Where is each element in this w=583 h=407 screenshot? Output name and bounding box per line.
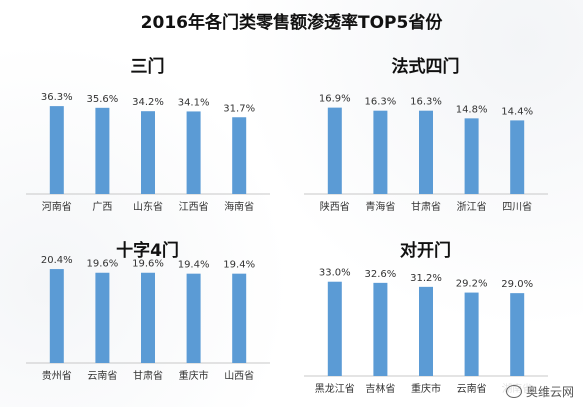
data-label: 16.3% xyxy=(365,97,397,108)
category-label: 四川省 xyxy=(502,200,532,213)
data-label: 14.4% xyxy=(501,106,533,117)
category-label: 甘肃省 xyxy=(133,369,163,382)
chart-title: 对开门 xyxy=(400,241,451,261)
category-label: 黑龙江省 xyxy=(315,382,355,395)
category-label: 贵州省 xyxy=(42,369,72,382)
data-label: 19.4% xyxy=(178,260,210,271)
bar xyxy=(373,282,388,376)
bar xyxy=(186,111,201,194)
category-label: 海南省 xyxy=(224,200,254,213)
bar xyxy=(510,120,525,194)
bar-chart: 36.3% 河南省 35.6% 广西 34.2% 山东省 34.1% 江西省 31.7% 海南省 xyxy=(26,92,270,213)
category-label: 吉林省 xyxy=(365,382,395,395)
bar-chart: 20.4% 贵州省 19.6% 云南省 19.6% 甘肃省 19.4% 重庆市 19.4% 山西省 xyxy=(26,255,270,382)
category-label: 山西省 xyxy=(224,369,254,382)
category-label: 青海省 xyxy=(365,200,395,213)
category-label: 浙江省 xyxy=(457,200,487,213)
bar xyxy=(464,118,479,194)
data-label: 16.9% xyxy=(319,94,351,105)
bar xyxy=(49,269,64,363)
watermark-text: 奥维云网 xyxy=(525,385,574,399)
data-label: 29.0% xyxy=(501,279,533,290)
category-label: 广西 xyxy=(92,201,112,213)
chart-panel-three-door: 三门 36.3% 河南省 35.6% 广西 34.2% 山东省 34.1% 江西省 31.7% 海… xyxy=(10,52,285,222)
bar xyxy=(232,117,247,194)
bar xyxy=(510,293,525,376)
category-label: 重庆市 xyxy=(179,369,209,382)
bar xyxy=(95,272,110,363)
category-label: 云南省 xyxy=(457,382,487,395)
category-label: 重庆市 xyxy=(411,382,441,395)
data-label: 32.6% xyxy=(365,269,397,280)
data-label: 19.6% xyxy=(87,259,119,270)
data-label: 35.6% xyxy=(87,94,119,105)
wechat-icon xyxy=(505,385,522,398)
main-title: 2016年各门类零售额渗透率TOP5省份 xyxy=(140,13,443,33)
category-label: 河南省 xyxy=(42,200,72,213)
bar xyxy=(373,110,388,194)
bar xyxy=(141,272,155,363)
data-label: 20.4% xyxy=(41,255,73,266)
data-label: 31.7% xyxy=(223,103,255,114)
data-label: 29.2% xyxy=(456,279,488,290)
data-label: 19.4% xyxy=(223,260,255,271)
category-label: 甘肃省 xyxy=(411,200,441,213)
chart-title: 法式四门 xyxy=(391,57,460,77)
bar xyxy=(95,107,110,194)
bar xyxy=(464,292,479,376)
bar-chart: 33.0%黑龙江省32.6%吉林省31.2%重庆市29.2%云南省29.0%湖南… xyxy=(304,268,548,395)
chart-panel-french-four-door: 法式四门 16.9% 陕西省 16.3% 青海省 16.3% 甘肃省 14.8% 浙江省 14.… xyxy=(288,52,563,222)
category-label: 江西省 xyxy=(179,200,209,213)
chart-panel-cross-four-door: 十字4门 20.4% 贵州省 19.6% 云南省 19.6% 甘肃省 19.4% 重庆市 19.… xyxy=(10,236,285,406)
bar xyxy=(327,107,342,194)
data-label: 36.3% xyxy=(41,92,73,103)
chart-title: 三门 xyxy=(130,57,165,77)
bar xyxy=(49,106,64,194)
data-label: 31.2% xyxy=(410,273,442,284)
chart-panel-side-by-side: 对开门 33.0% 黑龙江省 32.6% 吉林省 31.2% 重庆市 29.2% 云南省 29.… xyxy=(288,236,563,406)
watermark: 奥维云网 xyxy=(502,382,577,401)
data-label: 19.6% xyxy=(132,259,164,270)
bar xyxy=(232,273,247,363)
bar-chart: 16.9% 陕西省 16.3% 青海省 16.3% 甘肃省 14.8% 浙江省 14.4% 四川省 xyxy=(304,94,548,213)
category-label: 山东省 xyxy=(133,200,163,213)
bar xyxy=(327,281,342,376)
data-label: 33.0% xyxy=(319,268,351,279)
category-label: 云南省 xyxy=(87,369,117,382)
bar xyxy=(186,273,201,363)
bar xyxy=(419,286,433,376)
data-label: 34.1% xyxy=(178,97,210,108)
data-label: 34.2% xyxy=(132,97,164,108)
bar xyxy=(419,110,433,194)
data-label: 14.8% xyxy=(456,104,488,115)
chart-title: 十字4门 xyxy=(116,241,179,261)
category-label: 陕西省 xyxy=(320,200,350,213)
bar xyxy=(141,111,155,194)
data-label: 16.3% xyxy=(410,97,442,108)
